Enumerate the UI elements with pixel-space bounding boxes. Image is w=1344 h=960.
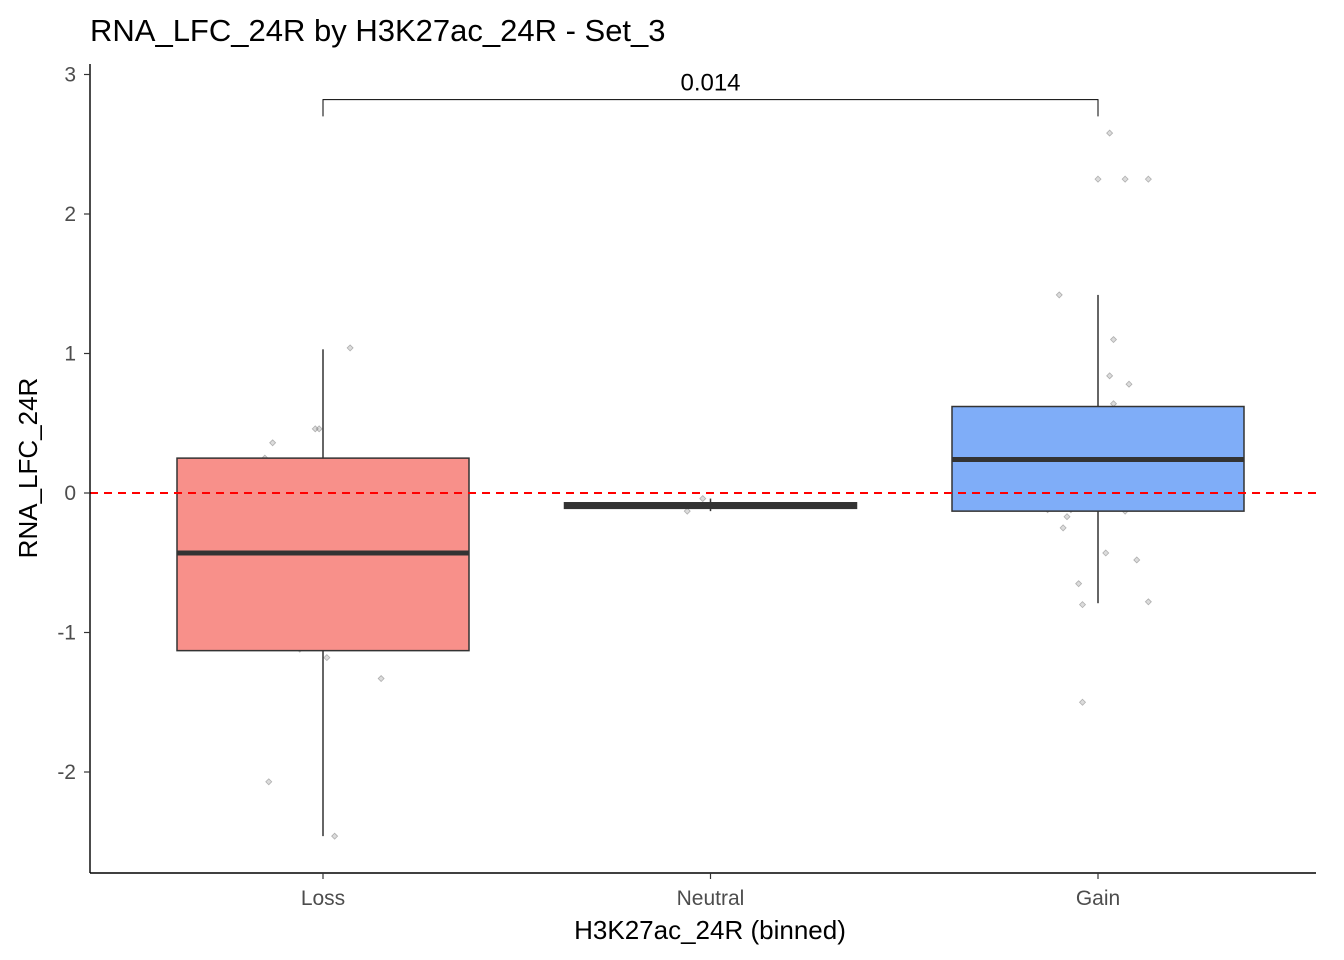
data-point	[1109, 335, 1118, 344]
box-loss	[176, 349, 470, 837]
data-point	[699, 495, 707, 503]
data-point	[1055, 291, 1063, 299]
data-point	[1094, 175, 1102, 183]
data-point	[1102, 549, 1110, 557]
data-point	[1106, 129, 1114, 137]
y-tick-label: -1	[57, 622, 76, 645]
y-tick-label: 1	[64, 343, 76, 366]
data-point	[269, 439, 277, 447]
data-point	[1144, 175, 1152, 183]
data-point	[331, 832, 339, 840]
x-axis-ticks: Loss Neutral Gain	[301, 873, 1120, 910]
data-point	[315, 425, 323, 433]
data-point	[1059, 524, 1067, 532]
data-point	[1078, 601, 1087, 609]
data-point	[323, 654, 331, 662]
p-value-label: 0.014	[680, 70, 740, 97]
y-axis-ticks: -2 -1 0 1 2 3	[57, 64, 90, 784]
y-axis: -2 -1 0 1 2 3	[57, 64, 91, 873]
data-point	[1106, 372, 1114, 380]
data-point	[1144, 598, 1152, 606]
boxes	[176, 294, 1245, 837]
data-point	[346, 344, 354, 352]
chart-title: RNA_LFC_24R by H3K27ac_24R - Set_3	[90, 13, 666, 48]
plot-area: 0.014	[90, 70, 1316, 840]
data-point	[377, 674, 385, 683]
y-tick-label: 3	[64, 64, 76, 87]
data-point	[1125, 380, 1133, 388]
data-point	[1121, 175, 1129, 183]
x-axis: Loss Neutral Gain	[90, 872, 1316, 910]
box-gain	[951, 294, 1245, 604]
data-point	[265, 778, 273, 786]
y-tick-label: -2	[57, 761, 76, 784]
y-axis-title: RNA_LFC_24R	[13, 378, 43, 559]
data-point	[683, 507, 691, 515]
data-point	[1075, 580, 1083, 588]
x-axis-title: H3K27ac_24R (binned)	[574, 915, 846, 945]
x-tick-label: Gain	[1076, 887, 1120, 910]
data-point	[1063, 513, 1071, 521]
box-neutral	[563, 498, 858, 512]
data-point	[311, 425, 319, 433]
y-tick-label: 2	[64, 203, 76, 226]
y-tick-label: 0	[64, 482, 76, 505]
data-point	[1078, 698, 1087, 706]
data-point	[1133, 556, 1141, 564]
x-tick-label: Neutral	[677, 887, 745, 910]
x-tick-label: Loss	[301, 887, 345, 910]
significance-bracket: 0.014	[322, 70, 1099, 117]
bracket-line	[322, 99, 1099, 117]
